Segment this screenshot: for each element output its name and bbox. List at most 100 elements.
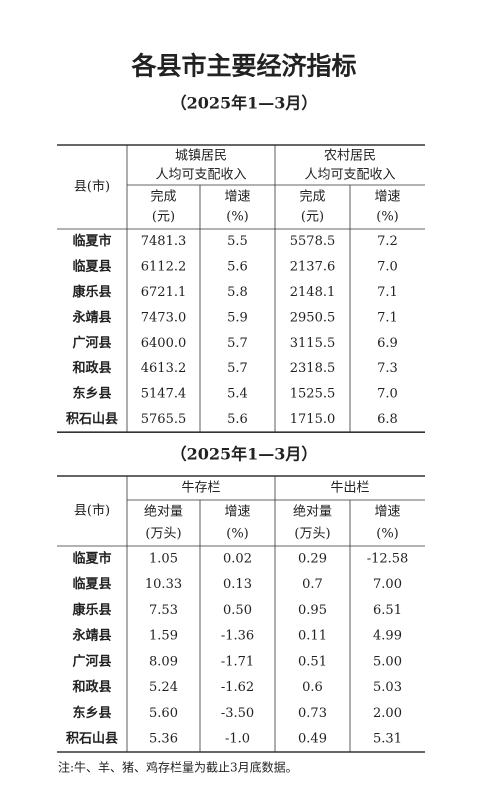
column-header: 增速 [224, 505, 250, 520]
row-label: 广河县 [72, 653, 111, 669]
cell: 5.31 [373, 732, 402, 747]
cell: 2148.1 [290, 285, 336, 300]
cell: -1.0 [225, 732, 250, 747]
row-label: 积石山县 [66, 731, 118, 747]
cell: 7481.3 [141, 234, 187, 249]
row-label: 临夏市 [72, 233, 111, 249]
cell: 5765.5 [141, 412, 187, 427]
row-label: 广河县 [72, 335, 111, 351]
cell: 5578.5 [290, 234, 336, 249]
cell: 5.7 [227, 336, 248, 351]
cell: 6112.2 [141, 260, 187, 275]
group-header: 牛存栏 [181, 481, 220, 496]
row-label: 康乐县 [72, 602, 111, 618]
cell: -1.71 [221, 654, 254, 669]
column-header: (%) [226, 527, 249, 542]
cell: 10.33 [145, 577, 182, 592]
cell: 5.8 [227, 285, 248, 300]
cell: 0.49 [298, 732, 327, 747]
cell: 7.3 [377, 361, 398, 376]
cell: 4.99 [373, 629, 402, 644]
group-header: 城镇居民 [175, 149, 227, 164]
cell: 0.11 [298, 629, 327, 644]
cell: -3.50 [221, 706, 254, 721]
column-header: (元) [152, 210, 175, 225]
cell: 5.24 [149, 680, 178, 695]
cell: 0.6 [302, 680, 323, 695]
cell: -1.36 [221, 629, 254, 644]
group-header: 人均可支配收入 [304, 168, 395, 183]
column-header: (%) [226, 210, 249, 225]
cell: 6721.1 [141, 285, 187, 300]
cell: 7.1 [377, 285, 398, 300]
cell: 7.2 [377, 234, 398, 249]
row-label: 康乐县 [72, 284, 111, 300]
cell: 1.59 [149, 629, 178, 644]
cell: 2137.6 [290, 260, 336, 275]
cell: 2.00 [373, 706, 402, 721]
row-label: 和政县 [72, 679, 111, 695]
cell: 4613.2 [141, 361, 187, 376]
cell: 0.02 [223, 551, 252, 566]
group-header: 人均可支配收入 [155, 168, 246, 183]
cell: 7.53 [149, 603, 178, 618]
row-label: 临夏县 [72, 259, 111, 275]
cell: 1715.0 [290, 412, 336, 427]
cell: 5.6 [227, 260, 248, 275]
cell: 1525.5 [290, 387, 336, 402]
row-label: 永靖县 [71, 628, 111, 644]
row-label: 临夏市 [72, 550, 111, 566]
cell: 5.7 [227, 361, 248, 376]
cell: 8.09 [149, 654, 178, 669]
column-header: 增速 [374, 505, 400, 520]
group-header: 农村居民 [324, 149, 376, 164]
row-label: 东乡县 [72, 386, 111, 402]
cell: -12.58 [367, 551, 409, 566]
cell: 5.5 [227, 234, 248, 249]
column-header: 绝对量 [144, 504, 183, 520]
cell: 0.95 [298, 603, 327, 618]
cell: 5.60 [149, 706, 178, 721]
column-header: 增速 [224, 190, 250, 205]
subtitle: （2025年1—3月） [171, 445, 318, 464]
row-label: 和政县 [72, 360, 111, 376]
column-header: (万头) [294, 527, 330, 542]
cell: 7.1 [377, 310, 398, 325]
cell: 7.00 [373, 577, 402, 592]
cell: 5.00 [373, 654, 402, 669]
title: 各县市主要经济指标 [130, 52, 356, 81]
cell: 6.9 [377, 336, 398, 351]
cell: 2318.5 [290, 361, 336, 376]
row-header: 县(市) [74, 503, 110, 519]
cell: 0.73 [298, 706, 327, 721]
row-label: 积石山县 [66, 411, 118, 427]
row-header: 县(市) [74, 179, 110, 195]
cell: 5.6 [227, 412, 248, 427]
row-label: 临夏县 [72, 576, 111, 592]
cell: 5.4 [227, 387, 248, 402]
column-header: 完成 [299, 190, 325, 205]
cell: 0.29 [298, 551, 327, 566]
column-header: (元) [301, 210, 324, 225]
column-header: (万头) [145, 527, 181, 542]
cell: 7473.0 [141, 310, 187, 325]
column-header: 完成 [150, 190, 176, 205]
cell: 3115.5 [290, 336, 336, 351]
cell: 5147.4 [141, 387, 187, 402]
cell: 6.8 [377, 412, 398, 427]
cell: 0.50 [223, 603, 252, 618]
cell: 0.51 [298, 654, 327, 669]
row-label: 永靖县 [71, 309, 111, 325]
cell: 2950.5 [290, 310, 336, 325]
cell: 7.0 [377, 260, 398, 275]
group-header: 牛出栏 [330, 481, 369, 496]
cell: 6400.0 [141, 336, 187, 351]
subtitle: （2025年1—3月） [171, 94, 318, 113]
note: 注:牛、羊、猪、鸡存栏量为截止3月底数据。 [58, 760, 298, 775]
row-label: 东乡县 [72, 705, 111, 721]
column-header: (%) [376, 210, 399, 225]
cell: -1.62 [221, 680, 254, 695]
cell: 0.7 [302, 577, 323, 592]
cell: 7.0 [377, 387, 398, 402]
